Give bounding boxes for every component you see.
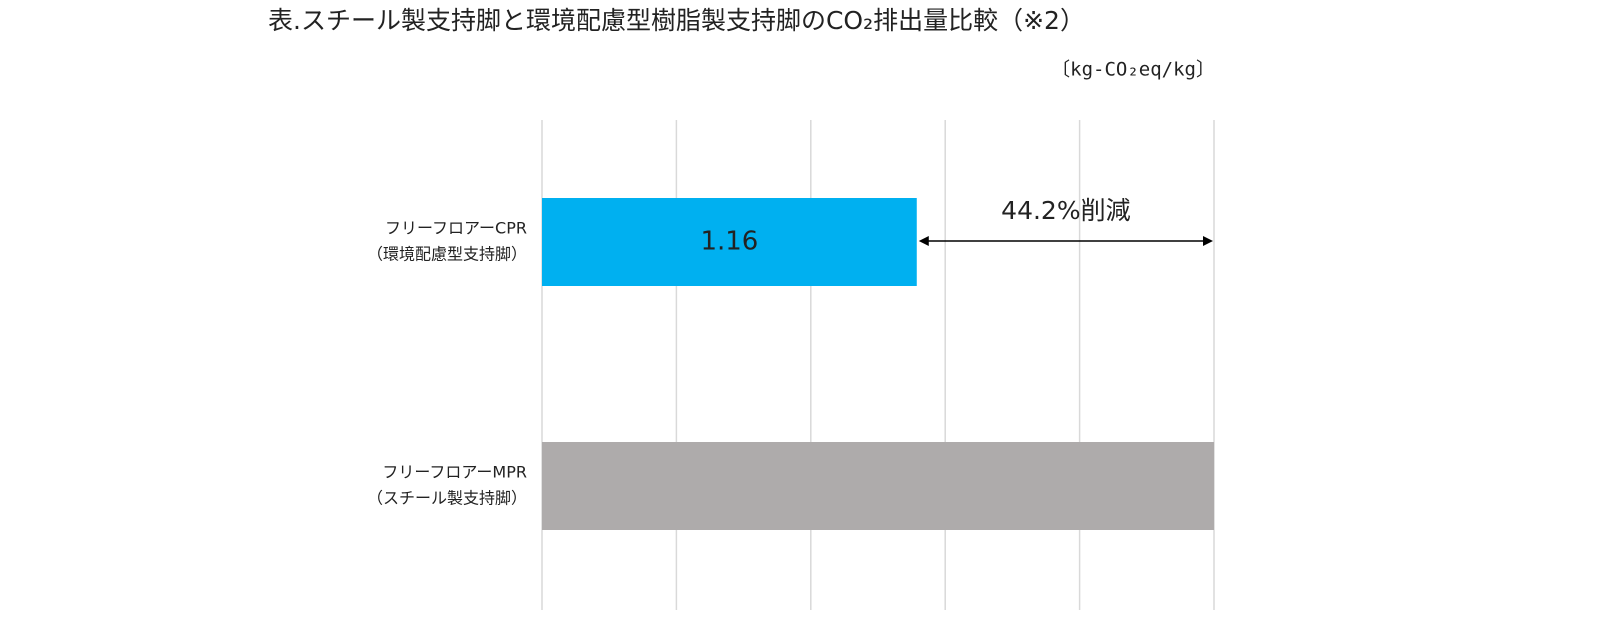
y-tick-label: （環境配慮型支持脚）: [367, 245, 527, 264]
value-label: 1.16: [700, 227, 758, 257]
unit-label: 〔kg-CO₂eq/kg〕: [1051, 59, 1215, 81]
y-tick-label: フリーフロアーCPR: [385, 219, 527, 238]
bar: [542, 442, 1214, 530]
chart-title: 表.スチール製支持脚と環境配慮型樹脂製支持脚のCO₂排出量比較（※2）: [268, 6, 1085, 35]
y-tick-label: フリーフロアーMPR: [382, 463, 527, 482]
annotation: 44.2%削減: [1001, 196, 1130, 225]
bar: [542, 198, 917, 286]
arrow-head: [1203, 236, 1213, 246]
arrow-head: [918, 236, 929, 246]
y-tick-label: （スチール製支持脚）: [367, 489, 527, 508]
